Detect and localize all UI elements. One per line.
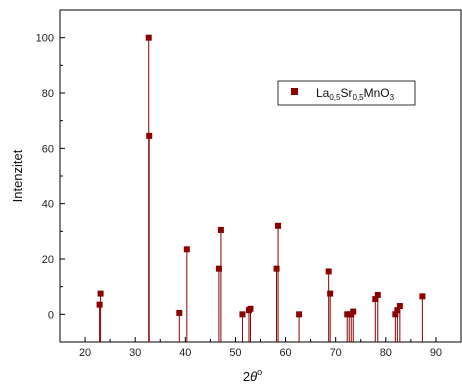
data-point bbox=[296, 311, 303, 318]
y-tick-label: 0 bbox=[48, 309, 54, 321]
x-tick-label: 60 bbox=[279, 347, 291, 359]
y-tick-label: 80 bbox=[42, 88, 54, 100]
data-point bbox=[325, 268, 332, 275]
x-tick-label: 80 bbox=[380, 347, 392, 359]
y-tick-label: 40 bbox=[42, 199, 54, 211]
data-point bbox=[146, 132, 153, 139]
y-tick-label: 100 bbox=[36, 33, 54, 45]
data-point bbox=[183, 246, 190, 253]
data-point bbox=[350, 308, 357, 315]
data-markers bbox=[96, 34, 426, 318]
data-point bbox=[97, 290, 104, 297]
x-tick-label: 50 bbox=[229, 347, 241, 359]
data-point bbox=[372, 296, 379, 303]
x-axis-label-main: 2 bbox=[243, 369, 250, 384]
x-tick-label: 40 bbox=[179, 347, 191, 359]
data-point bbox=[217, 226, 224, 233]
legend: La0,5Sr0,5MnO3 bbox=[277, 80, 416, 106]
x-tick-label: 20 bbox=[79, 347, 91, 359]
plot-frame bbox=[59, 9, 462, 343]
legend-box bbox=[277, 80, 416, 106]
x-axis-ticks: 20 30 40 50 60 70 80 90 bbox=[59, 337, 462, 359]
data-point bbox=[273, 265, 280, 272]
legend-part: La bbox=[316, 86, 330, 100]
data-point bbox=[275, 222, 282, 229]
data-point bbox=[394, 307, 401, 314]
x-axis-label-sup: o bbox=[257, 367, 262, 377]
x-tick-label: 70 bbox=[330, 347, 342, 359]
x-tick-label: 90 bbox=[430, 347, 442, 359]
data-point bbox=[145, 34, 152, 41]
data-point bbox=[176, 309, 183, 316]
data-point bbox=[215, 265, 222, 272]
data-point bbox=[327, 290, 334, 297]
y-tick-label: 60 bbox=[42, 143, 54, 155]
data-point bbox=[396, 303, 403, 310]
data-point bbox=[96, 301, 103, 308]
data-point bbox=[239, 311, 246, 318]
plot-area: 20 30 40 50 60 70 80 90 0 20 40 60 80 100 bbox=[36, 9, 462, 359]
data-point bbox=[374, 291, 381, 298]
legend-part-sub: 0,5 bbox=[352, 93, 364, 102]
legend-entry: La0,5Sr0,5MnO3 bbox=[316, 86, 395, 102]
x-tick-label: 30 bbox=[129, 347, 141, 359]
data-point bbox=[247, 305, 254, 312]
stem-lines bbox=[99, 37, 423, 342]
legend-part: Sr bbox=[340, 86, 352, 100]
data-point bbox=[392, 311, 399, 318]
y-axis-label: Intenzitet bbox=[10, 149, 25, 202]
legend-part-sub: 3 bbox=[390, 93, 395, 102]
x-axis-label: 2θo bbox=[243, 367, 262, 384]
legend-part-sub: 0,5 bbox=[329, 93, 341, 102]
x-axis-label-theta: θ bbox=[250, 369, 257, 384]
legend-marker bbox=[291, 88, 298, 95]
legend-part: MnO bbox=[364, 86, 390, 100]
y-tick-label: 20 bbox=[42, 254, 54, 266]
y-axis-ticks: 0 20 40 60 80 100 bbox=[36, 9, 65, 343]
data-point bbox=[419, 293, 426, 300]
